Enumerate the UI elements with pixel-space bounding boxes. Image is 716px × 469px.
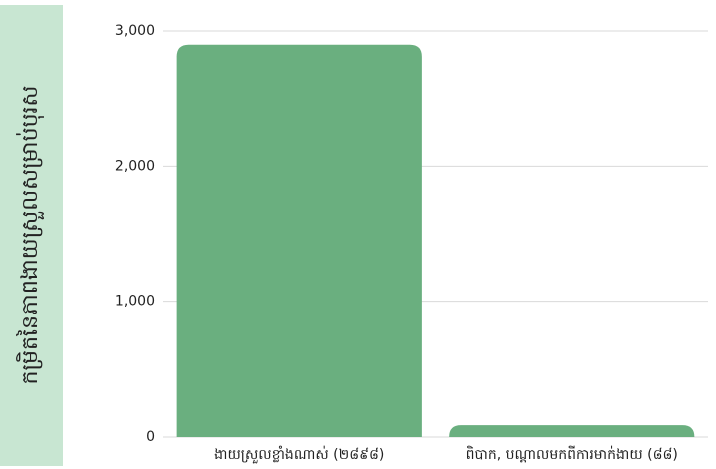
y-label-box [0,5,63,466]
y-tick-label: 2,000 [115,158,155,174]
y-tick-label: 0 [146,429,155,445]
y-tick-label: 1,000 [115,294,155,310]
y-axis-label: កម្រិតនៃភាពងាយស្រួលសម្រាប់បុរស [16,86,44,385]
bar [449,425,695,437]
bar [176,44,422,437]
x-tick-label: ពិបាក, បណ្ដាលមកពីការមាក់ងាយ (៨៨) [466,445,678,463]
x-tick-label: ងាយស្រួលខ្លាំងណាស់ (២៨៩៨) [214,445,384,464]
y-tick-label: 3,000 [115,23,155,39]
